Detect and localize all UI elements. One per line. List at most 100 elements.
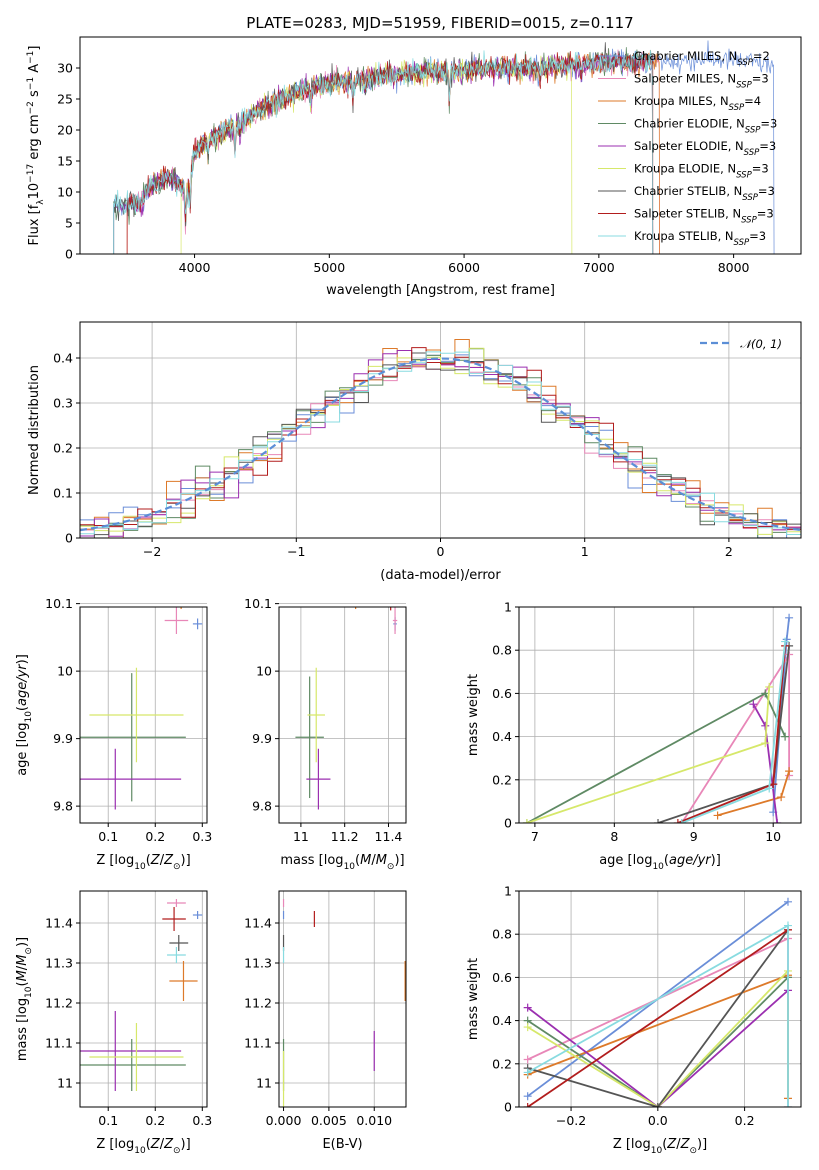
legend-text: Salpeter MILES, N — [634, 72, 736, 86]
weight-marker — [781, 637, 790, 646]
label-part: −1 — [26, 77, 36, 90]
axes-frame — [278, 890, 407, 1108]
y-tick-label: 9.9 — [252, 731, 272, 746]
weight-marker — [523, 1103, 532, 1107]
x-tick-label: 1 — [581, 544, 589, 559]
y-tick-label: 30 — [57, 61, 73, 76]
x-tick-label: 10 — [765, 829, 781, 844]
y-tick-label: 0.4 — [492, 1013, 512, 1028]
data-point — [192, 911, 203, 919]
y-tick-label: 10 — [57, 185, 73, 200]
label-part: ( — [15, 981, 30, 986]
label-part: λ — [36, 199, 46, 205]
weight-marker — [523, 1055, 532, 1064]
y-tick-label: 0.1 — [53, 486, 73, 501]
data-point — [169, 961, 198, 1001]
label-part: −17 — [26, 164, 36, 183]
y-tick-label: 11 — [256, 1076, 272, 1091]
data-point — [89, 1023, 184, 1091]
label-part: A — [27, 64, 42, 77]
weight-line — [527, 989, 789, 1107]
legend-suffix: =4 — [744, 94, 761, 108]
label-part: age/yr — [669, 853, 712, 868]
y-axis-label: mass weight — [466, 958, 481, 1040]
y-tick-label: 0 — [504, 816, 512, 831]
weight-marker — [677, 819, 686, 823]
weight-marker — [765, 682, 774, 691]
label-part: s — [27, 90, 42, 101]
y-tick-label: 10 — [256, 664, 272, 679]
legend-sub: SSP — [737, 58, 753, 68]
label-part: Z — [680, 1137, 691, 1152]
normal-curve — [80, 357, 801, 532]
label-part: 10 — [24, 711, 34, 723]
x-tick-label: 0.0 — [648, 1113, 668, 1128]
label-part: 10 — [134, 862, 146, 872]
label-part: mass [log — [15, 998, 30, 1061]
label-part: Z — [150, 1137, 161, 1152]
y-tick-label: 11.4 — [45, 916, 73, 931]
x-axis-label: wavelength [Angstrom, rest frame] — [326, 283, 555, 298]
plot-area — [113, 40, 775, 254]
data-point — [89, 667, 184, 763]
label-part: ⊙ — [689, 1146, 697, 1156]
y-tick-label: 1 — [504, 600, 512, 615]
x-tick-label: 0.3 — [192, 829, 212, 844]
data-point — [167, 899, 186, 907]
label-part: Z — [150, 853, 161, 868]
x-tick-label: 11.4 — [375, 829, 403, 844]
label-part: 10 — [344, 862, 356, 872]
y-tick-label: 10 — [57, 664, 73, 679]
x-tick-label: 4000 — [179, 260, 211, 275]
label-part: )] — [15, 937, 30, 947]
legend-suffix: =3 — [757, 207, 774, 221]
weight-marker — [783, 921, 792, 930]
weight-marker — [777, 793, 786, 802]
weight-marker — [761, 721, 770, 730]
y-tick-label: 11.2 — [244, 996, 272, 1011]
y-tick-label: 0.6 — [492, 970, 512, 985]
legend-text: Salpeter STELIB, N — [634, 207, 741, 221]
label-part: ( — [146, 1137, 151, 1152]
weight-series — [713, 767, 794, 820]
label-part: / — [160, 853, 165, 868]
weight-line — [717, 770, 790, 817]
y-tick-label: 0 — [504, 1100, 512, 1115]
label-part: Z [log — [96, 853, 134, 868]
data-point — [165, 563, 189, 590]
label-part: )] — [394, 853, 404, 868]
plot-area — [295, 567, 398, 810]
legend-sub: SSP — [741, 216, 757, 226]
legend-suffix: =3 — [758, 184, 775, 198]
weight-marker — [523, 1023, 532, 1032]
legend-text: Kroupa ELODIE, N — [634, 162, 736, 176]
weight-marker — [522, 819, 531, 823]
y-tick-label: 5 — [65, 216, 73, 231]
plot-area — [282, 899, 406, 1107]
legend-text: Kroupa STELIB, N — [634, 229, 734, 243]
legend-suffix: =2 — [753, 49, 770, 63]
data-point — [306, 748, 331, 810]
weight-marker — [749, 700, 758, 709]
label-part: 10 — [24, 986, 34, 998]
weight-marker — [781, 732, 790, 741]
y-tick-label: 15 — [57, 154, 73, 169]
x-axis-label: Z [log10(Z/Z⊙)] — [613, 1137, 707, 1156]
weight-marker — [783, 897, 792, 906]
x-tick-label: 0.2 — [735, 1113, 755, 1128]
x-tick-label: 0.3 — [192, 1113, 212, 1128]
plot-area — [80, 339, 801, 538]
label-part: age [log — [15, 723, 30, 776]
panel-spectrum: 4000 5000 6000 7000 8000 0 5 10 15 20 25 30 waveleng… — [26, 36, 802, 298]
data-point — [80, 673, 186, 802]
plots-layer: 4000 5000 6000 7000 8000051015202530waveleng… — [15, 36, 802, 1156]
y-tick-label: 0 — [65, 531, 73, 546]
figure-title: PLATE=0283, MJD=51959, FIBERID=0015, z=0… — [246, 14, 633, 32]
weight-marker — [523, 1068, 532, 1077]
panel-residuals: −2 −1 0 1 2 0 0.1 0.2 0.3 0.4 𝒩(0, 1) (data-model)/… — [27, 321, 802, 583]
legend-entry: Kroupa MILES, NSSP=4 — [634, 94, 761, 113]
data-point — [364, 567, 377, 594]
data-point — [307, 667, 325, 763]
label-part: ⊙ — [173, 862, 181, 872]
